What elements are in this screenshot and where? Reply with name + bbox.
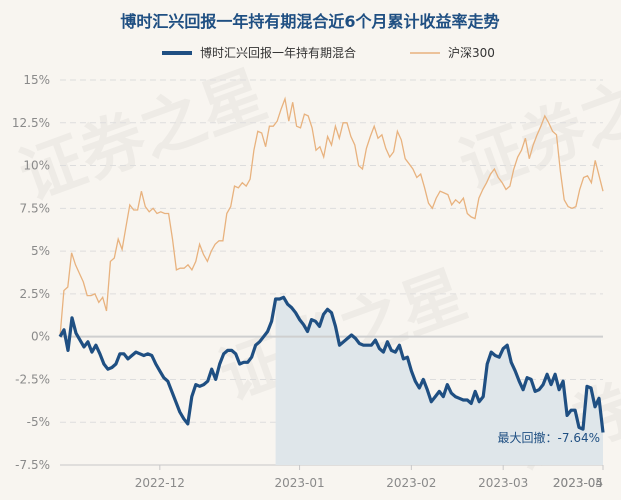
max-drawdown-label: 最大回撤：-7.64% — [498, 430, 600, 445]
y-tick-label: 7.5% — [20, 201, 51, 215]
y-tick-label: -5% — [27, 415, 50, 429]
y-tick-label: 0% — [31, 330, 50, 344]
y-tick-label: -2.5% — [15, 372, 50, 386]
x-tick-label: 2022-12 — [135, 476, 185, 490]
y-tick-label: 15% — [23, 73, 50, 87]
y-tick-label: 5% — [31, 244, 50, 258]
y-axis: 15% 12.5% 10% 7.5% 5% 2.5% 0% -2.5% -5% -7.5% — [12, 73, 50, 472]
x-tick-label: 2023-05 — [553, 476, 603, 490]
legend: 博时汇兴回报一年持有期混合 沪深300 — [162, 45, 495, 60]
y-tick-label: 10% — [23, 159, 50, 173]
legend-label-index: 沪深300 — [448, 46, 495, 60]
x-tick-label: 2023-01 — [274, 476, 324, 490]
x-tick-label: 2023-03 — [478, 476, 528, 490]
series-line-fund — [58, 295, 605, 433]
legend-label-fund: 博时汇兴回报一年持有期混合 — [200, 45, 356, 60]
x-tick-label: 2023-04 — [553, 476, 603, 490]
max-drawdown-area — [275, 297, 603, 465]
x-axis: 2022-12 2023-01 2023-02 2023-03 2023-042023-… — [135, 465, 604, 490]
watermark-1: 证券之星 — [10, 58, 276, 215]
x-tick-label: 2023-02 — [386, 476, 436, 490]
watermark-3: 证券之星 — [450, 48, 621, 205]
y-tick-label: 2.5% — [20, 287, 51, 301]
y-tick-label: 12.5% — [12, 116, 50, 130]
y-tick-label: -7.5% — [15, 458, 50, 472]
series-line-hs300 — [59, 96, 604, 337]
chart-title: 博时汇兴回报一年持有期混合近6个月累计收益率走势 — [120, 12, 499, 31]
